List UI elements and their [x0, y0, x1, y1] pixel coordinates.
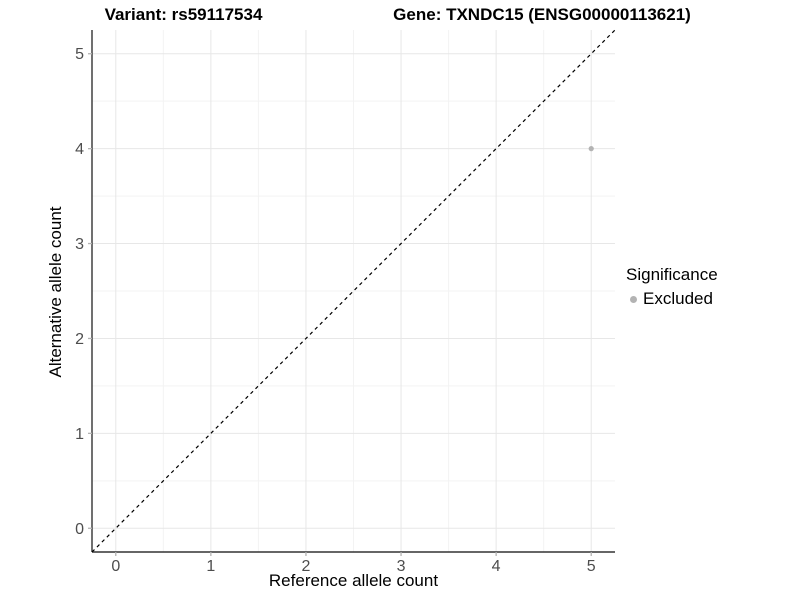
legend-item-excluded: Excluded [626, 289, 718, 309]
y-tick-label: 5 [75, 46, 84, 63]
data-point [588, 146, 594, 152]
x-tick-label: 1 [206, 558, 215, 575]
y-tick-label: 1 [75, 426, 84, 443]
legend-point-icon [630, 295, 637, 303]
x-tick-label: 0 [111, 558, 120, 575]
y-tick-label: 4 [75, 141, 84, 158]
gene-title: Gene: TXNDC15 (ENSG00000113621) [393, 5, 691, 24]
variant-title: Variant: rs59117534 [104, 5, 263, 24]
legend: Significance Excluded [626, 265, 718, 309]
legend-title: Significance [626, 265, 718, 284]
y-tick-label: 3 [75, 236, 84, 253]
legend-item-label: Excluded [643, 289, 713, 308]
y-axis-title: Alternative allele count [46, 206, 65, 378]
y-tick-label: 0 [75, 521, 84, 538]
x-tick-label: 5 [587, 558, 596, 575]
y-tick-label: 2 [75, 331, 84, 348]
x-tick-label: 2 [302, 558, 311, 575]
x-axis-title: Reference allele count [268, 571, 439, 590]
x-tick-label: 4 [492, 558, 501, 575]
x-tick-label: 3 [397, 558, 406, 575]
